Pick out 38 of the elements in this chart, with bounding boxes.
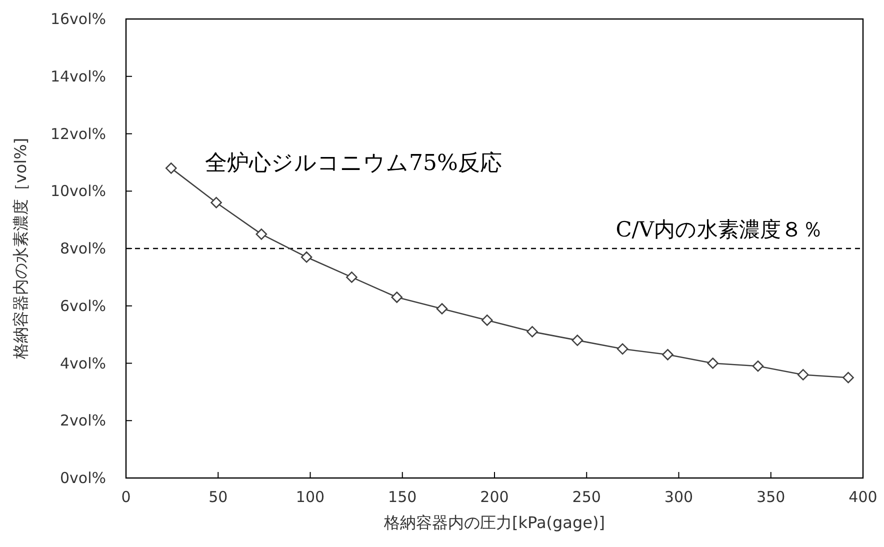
y-tick-label: 14vol%	[50, 67, 106, 86]
y-tick-label: 8vol%	[60, 240, 106, 258]
point	[346, 272, 358, 283]
annotation: 全炉心ジルコニウム75%反応	[205, 151, 502, 176]
y-tick-label: 10vol%	[50, 182, 106, 200]
point	[526, 326, 538, 338]
y-axis-title: 格納容器内の水素濃度［vol%]	[11, 138, 30, 360]
x-tick-label: 0	[121, 488, 131, 506]
point	[210, 196, 222, 208]
y-tick-label: 6vol%	[60, 296, 106, 315]
point	[436, 303, 448, 314]
x-tick-label: 300	[664, 488, 694, 506]
x-tick-label: 50	[208, 488, 228, 506]
point	[481, 314, 493, 326]
point	[616, 343, 628, 355]
x-tick-label: 250	[572, 488, 601, 506]
y-tick-label: 0vol%	[60, 469, 106, 487]
x-tick-label: 350	[756, 488, 786, 506]
point	[256, 228, 268, 240]
point	[165, 162, 177, 174]
y-tick-label: 4vol%	[60, 354, 106, 372]
point	[842, 372, 854, 384]
x-tick-label: 400	[848, 488, 878, 506]
y-tick-label: 12vol%	[50, 124, 106, 143]
ref-line-label: C/V内の水素濃度８％	[616, 218, 823, 242]
point	[707, 358, 718, 369]
x-tick-label: 150	[388, 488, 417, 506]
x-axis-title: 格納容器内の圧力[kPa(gage)]	[383, 513, 605, 532]
point	[572, 334, 584, 346]
point	[300, 251, 312, 263]
x-tick-label: 100	[296, 488, 325, 506]
y-tick-label: 2vol%	[60, 412, 106, 430]
x-tick-label: 200	[480, 488, 509, 506]
point	[662, 348, 674, 360]
point	[797, 369, 809, 380]
y-tick-label: 16vol%	[50, 10, 106, 28]
point	[752, 360, 764, 372]
point	[391, 292, 402, 303]
